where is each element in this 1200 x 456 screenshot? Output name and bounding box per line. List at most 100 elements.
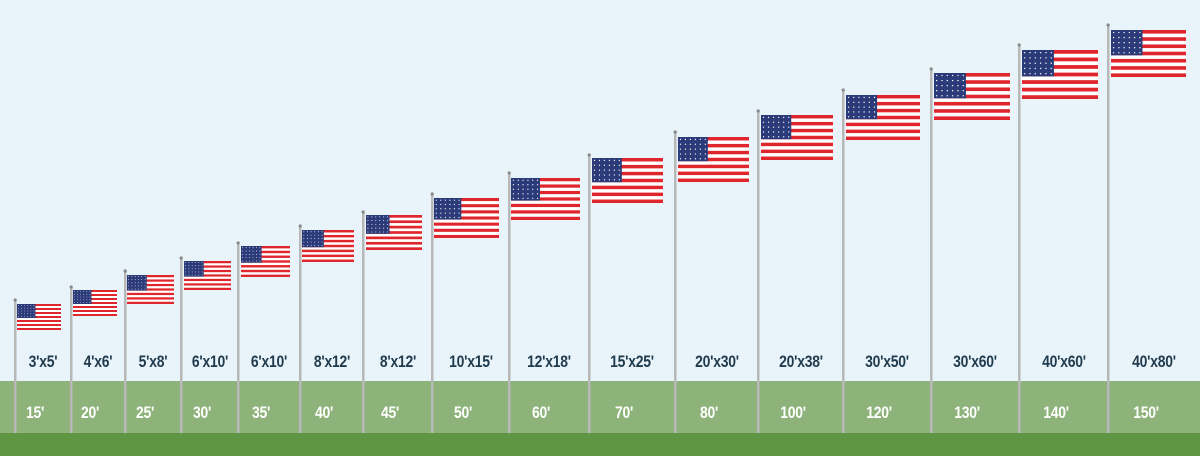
- pole-finial: [13, 298, 17, 302]
- flagpole: [13, 298, 61, 433]
- pole-finial: [507, 171, 511, 175]
- us-flag-icon: [127, 275, 174, 304]
- pole-finial: [1017, 43, 1021, 47]
- flagpole: [1106, 23, 1186, 433]
- pole-finial: [179, 256, 183, 260]
- flagpole: [179, 256, 231, 433]
- flag-size-label: 8'x12': [313, 352, 350, 371]
- flag-canton: [434, 198, 462, 220]
- pole-finial: [673, 130, 677, 134]
- pole-finial: [929, 67, 933, 71]
- pole: [674, 132, 677, 433]
- us-flag-icon: [846, 95, 920, 140]
- pole-height-label: 130': [954, 403, 980, 422]
- pole-height-label: 120': [866, 403, 892, 422]
- flagpole: [123, 269, 174, 433]
- pole: [1018, 45, 1021, 433]
- pole-finial: [69, 285, 73, 289]
- flagpole: [673, 130, 749, 433]
- flag-canton: [678, 137, 708, 162]
- us-flag-icon: [73, 290, 117, 316]
- pole-finial: [587, 153, 591, 157]
- flagpole: [507, 171, 580, 433]
- flag-canton: [241, 246, 262, 263]
- flag-size-label: 20'x38': [778, 352, 823, 371]
- flag-canton: [302, 230, 324, 248]
- flagpole: [298, 224, 354, 433]
- flag-canton: [17, 304, 36, 318]
- flagpole: [236, 241, 290, 433]
- grass-band: [0, 381, 1200, 433]
- flag-canton: [761, 115, 792, 140]
- flagpole: [756, 109, 833, 433]
- flag-canton: [511, 178, 540, 201]
- pole-finial: [756, 109, 760, 113]
- pole-finial: [123, 269, 127, 273]
- us-flag-icon: [511, 178, 580, 220]
- pole: [1107, 25, 1110, 433]
- pole-height-label: 15': [25, 403, 45, 422]
- pole-finial: [361, 210, 365, 214]
- pole-height-label: 30': [192, 403, 211, 422]
- pole: [930, 69, 933, 433]
- flag-size-label: 6'x10': [191, 352, 228, 371]
- us-flag-icon: [302, 230, 354, 262]
- flag-canton: [184, 261, 204, 277]
- pole-height-label: 25': [135, 403, 155, 422]
- pole-height-label: 45': [380, 403, 399, 422]
- flag-canton: [127, 275, 147, 291]
- pole: [842, 90, 845, 433]
- flag-size-label: 12'x18': [527, 352, 571, 371]
- flag-size-label: 40'x80': [1132, 352, 1176, 371]
- flag-size-label: 30'x50': [865, 352, 909, 371]
- ground-strip: [0, 433, 1200, 456]
- flag-size-label: 30'x60': [953, 352, 997, 371]
- us-flag-icon: [934, 73, 1010, 120]
- us-flag-icon: [184, 261, 231, 290]
- flag-size-label: 8'x12': [379, 352, 416, 371]
- pole-finial: [430, 192, 434, 196]
- flag-canton: [366, 215, 390, 234]
- flag-size-label: 20'x30': [694, 352, 739, 371]
- pole-height-label: 150': [1133, 403, 1159, 422]
- flagpole: [430, 192, 499, 433]
- pole: [237, 243, 240, 433]
- pole-height-label: 70': [614, 403, 634, 422]
- pole-finial: [298, 224, 302, 228]
- flagpole: [1017, 43, 1098, 433]
- pole: [588, 155, 591, 433]
- us-flag-icon: [678, 137, 749, 182]
- flag-size-label: 6'x10': [250, 352, 288, 371]
- pole: [70, 287, 73, 433]
- pole-height-label: 20': [80, 403, 100, 422]
- flag-size-label: 5'x8': [138, 352, 168, 371]
- flagpole: [361, 210, 422, 433]
- pole: [299, 226, 302, 433]
- flag-canton: [1111, 30, 1143, 56]
- flag-canton: [73, 290, 92, 304]
- us-flag-icon: [434, 198, 499, 238]
- us-flag-icon: [592, 158, 663, 203]
- flag-size-label: 3'x5': [28, 352, 58, 371]
- pole-finial: [1106, 23, 1110, 27]
- flag-size-label: 4'x6': [83, 352, 113, 371]
- pole-height-label: 60': [531, 403, 551, 422]
- us-flag-icon: [1111, 30, 1186, 77]
- pole: [362, 212, 365, 433]
- flagpole: [69, 285, 117, 433]
- pole: [508, 173, 511, 433]
- flag-canton: [934, 73, 966, 99]
- us-flag-icon: [1022, 50, 1098, 99]
- flag-canton: [846, 95, 878, 120]
- pole-height-label: 50': [453, 403, 472, 422]
- pole-height-label: 100': [779, 403, 806, 422]
- pole-height-label: 40': [314, 403, 333, 422]
- pole-height-label: 80': [699, 403, 718, 422]
- us-flag-icon: [241, 246, 290, 277]
- flagpole: [587, 153, 663, 433]
- flag-canton: [1022, 50, 1054, 77]
- flag-canton: [592, 158, 622, 183]
- pole: [431, 194, 434, 433]
- flag-size-label: 15'x25': [610, 352, 654, 371]
